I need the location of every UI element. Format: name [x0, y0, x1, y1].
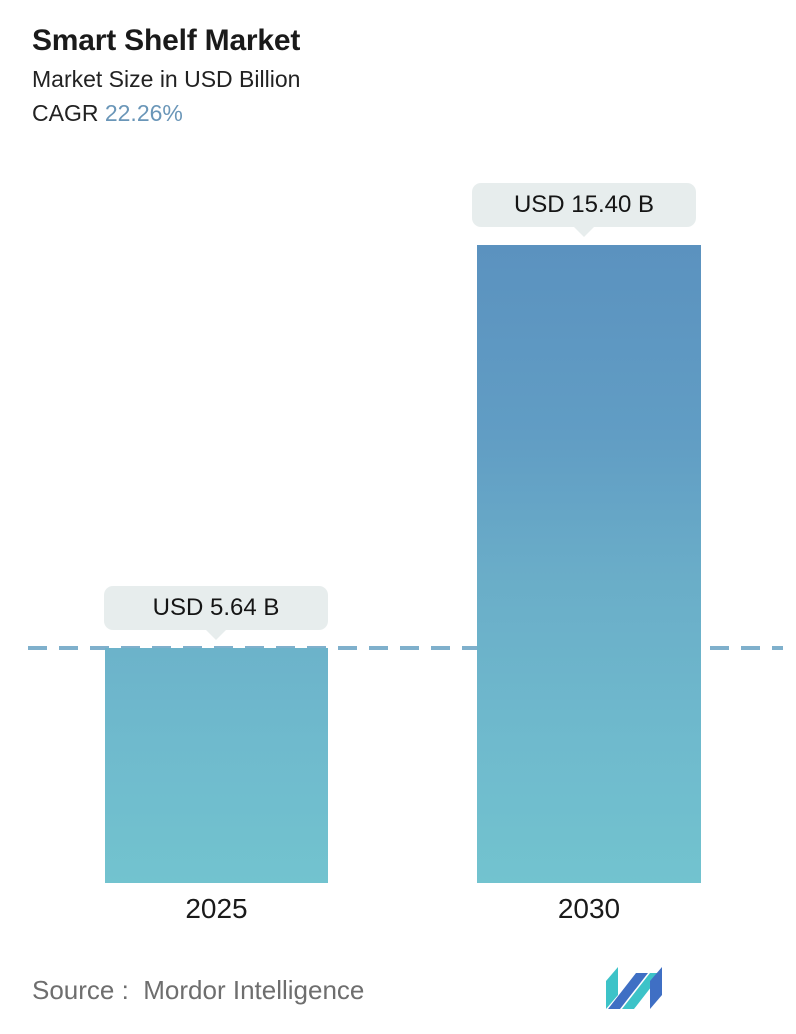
mordor-intelligence-logo-icon: [606, 967, 670, 1009]
cagr-value: 22.26%: [104, 100, 183, 127]
value-label-2025: USD 5.64 B: [104, 586, 328, 630]
bar-2025[interactable]: [105, 648, 328, 883]
cagr-row: CAGR 22.26%: [32, 99, 732, 129]
source-attribution: Source : Mordor Intelligence: [32, 975, 365, 1005]
cagr-label: CAGR: [32, 100, 105, 127]
x-axis-label-2030: 2030: [557, 893, 621, 924]
chart-footer: Source : Mordor Intelligence: [32, 967, 764, 1019]
value-label-2030: USD 15.40 B: [472, 183, 696, 227]
page-title: Smart Shelf Market: [32, 24, 301, 57]
reference-line: [28, 646, 783, 650]
x-axis-label-2025: 2025: [185, 893, 248, 924]
value-label-2025-text: USD 5.64 B: [152, 594, 280, 621]
chart-header: Smart Shelf Market Market Size in USD Bi…: [32, 22, 732, 129]
chart-subtitle: Market Size in USD Billion: [32, 66, 301, 93]
value-label-2030-text: USD 15.40 B: [513, 191, 655, 218]
bar-2030[interactable]: [477, 245, 701, 883]
